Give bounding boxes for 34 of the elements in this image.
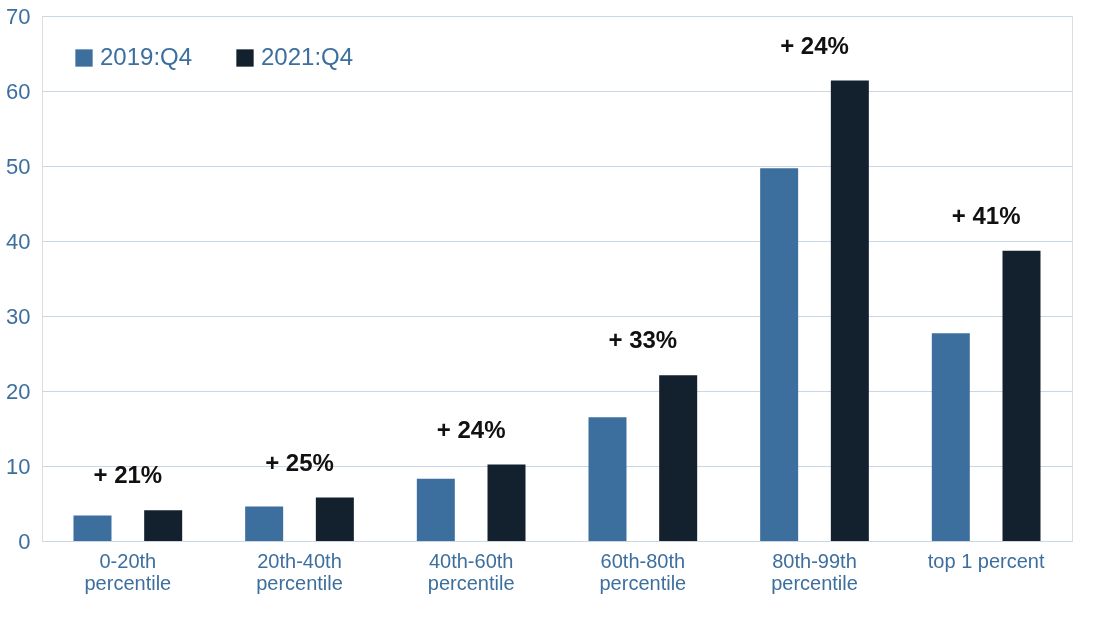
bar xyxy=(931,333,970,541)
annotation: + 24% xyxy=(780,31,849,59)
bar xyxy=(760,168,799,541)
annotation: + 41% xyxy=(951,201,1021,229)
y-tick-label: 30 xyxy=(6,303,31,329)
bar xyxy=(245,506,284,541)
y-tick-label: 0 xyxy=(18,528,31,554)
x-tick-label: 80th-99th percentile xyxy=(771,549,858,594)
annotation: + 25% xyxy=(265,448,334,476)
x-tick-label: 60th-80th percentile xyxy=(599,549,687,594)
bar xyxy=(830,80,869,541)
bar xyxy=(1002,250,1041,541)
x-tick-label: 40th-60th percentile xyxy=(427,549,515,594)
bar xyxy=(144,510,183,541)
y-tick-label: 20 xyxy=(6,378,31,404)
bar xyxy=(315,497,354,541)
annotation: + 24% xyxy=(436,415,506,443)
bar xyxy=(73,515,112,541)
legend-label: 2019:Q4 xyxy=(100,43,193,70)
annotation: + 21% xyxy=(93,461,163,489)
x-tick-label: 0-20th percentile xyxy=(84,549,172,594)
x-tick-label: 20th-40th percentile xyxy=(256,549,343,594)
y-tick-label: 70 xyxy=(6,3,31,29)
bar xyxy=(588,417,627,541)
y-tick-label: 60 xyxy=(6,78,31,104)
bar xyxy=(416,478,455,541)
y-tick-label: 40 xyxy=(6,228,31,254)
annotation: + 33% xyxy=(608,326,678,354)
bar xyxy=(659,375,698,541)
bar xyxy=(487,464,526,541)
legend-label: 2021:Q4 xyxy=(261,43,354,70)
y-tick-label: 50 xyxy=(6,153,31,179)
y-tick-label: 10 xyxy=(6,453,31,479)
x-tick-label: top 1 percent xyxy=(927,549,1045,572)
